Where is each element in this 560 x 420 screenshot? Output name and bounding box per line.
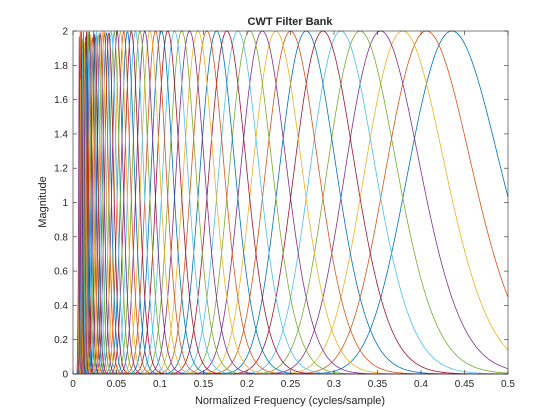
y-tick-label: 0.2 [54,335,68,346]
x-tick-label: 0.35 [368,379,388,390]
x-tick-label: 0.2 [240,379,254,390]
x-tick-label: 0.3 [327,379,341,390]
x-tick-label: 0.4 [414,379,428,390]
x-tick-label: 0 [70,379,76,390]
x-tick-label: 0.5 [501,379,515,390]
x-tick-label: 0.1 [153,379,167,390]
y-tick-label: 1.2 [54,164,68,175]
y-tick-label: 0.4 [54,301,68,312]
y-axis-label: Magnitude [37,176,49,227]
y-tick-label: 1.8 [54,61,68,72]
y-tick-label: 1 [62,198,68,209]
x-tick-label: 0.15 [194,379,214,390]
y-axis-ticks: 0 0.2 0.4 0.6 0.8 1 1.2 1.4 1.6 1.8 2 [54,27,508,381]
y-tick-label: 0 [62,370,68,381]
chart-title: CWT Filter Bank [248,16,334,28]
x-tick-label: 0.05 [107,379,127,390]
y-tick-label: 0.8 [54,232,68,243]
x-axis-label: Normalized Frequency (cycles/sample) [195,395,385,407]
y-tick-label: 2 [62,27,68,38]
y-tick-label: 0.6 [54,267,68,278]
x-axis-ticks: 0 0.05 0.1 0.15 0.2 0.25 0.3 0.35 0.4 0.45 0.5 [70,31,515,390]
x-tick-label: 0.25 [281,379,301,390]
y-tick-label: 1.4 [54,129,68,140]
x-tick-label: 0.45 [455,379,475,390]
y-tick-label: 1.6 [54,95,68,106]
axes-background [73,31,508,374]
